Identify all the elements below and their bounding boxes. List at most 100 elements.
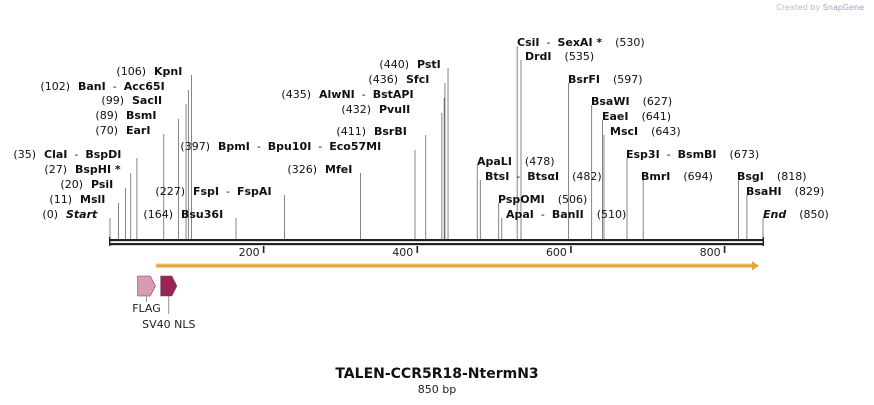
site-enzyme-name: KpnI xyxy=(154,65,182,78)
site-enzyme-name: FspAI xyxy=(237,185,272,198)
site-label: Bsu36I xyxy=(181,208,223,221)
site-enzyme-name: BsmI xyxy=(126,109,157,122)
site-enzyme-name: BtsαI xyxy=(527,170,559,183)
site-bsahi[interactable]: BsaHI (829) xyxy=(746,185,824,198)
site-enzyme-name: EarI xyxy=(126,124,150,137)
site-position: (627) xyxy=(643,95,673,108)
site-label: BsgI xyxy=(737,170,764,183)
site-label: ClaI - BspDI xyxy=(44,148,121,161)
site-label: BsrFI xyxy=(568,73,600,86)
site-position: (641) xyxy=(642,110,672,123)
site-start[interactable]: Start (0) xyxy=(42,208,98,221)
site-enzyme-name: Eco57MI xyxy=(329,140,381,153)
site-position: (530) xyxy=(615,36,645,49)
site-enzyme-name: CsiI xyxy=(517,36,539,49)
sequence-backbone xyxy=(109,237,764,246)
site-bsawi[interactable]: BsaWI (627) xyxy=(591,95,672,108)
site-label: PsiI xyxy=(91,178,113,191)
site-enzyme-name: MslI xyxy=(80,193,105,206)
site-position: (535) xyxy=(565,50,595,63)
site-label: EaeI xyxy=(602,110,629,123)
site-enzyme-name: BsaWI xyxy=(591,95,630,108)
site-enzyme-name: Acc65I xyxy=(124,80,165,93)
site-bsgi[interactable]: BsgI (818) xyxy=(737,170,807,183)
site-position: (164) xyxy=(143,208,173,221)
site-bsphi[interactable]: BspHI * (27) xyxy=(44,163,121,176)
site-label: ApaLI xyxy=(477,155,512,168)
site-enzyme-name: ApaI xyxy=(506,208,534,221)
site-bmri[interactable]: BmrI (694) xyxy=(641,170,713,183)
site-pspomi[interactable]: PspOMI (506) xyxy=(498,193,587,206)
site-enzyme-name: BsrBI xyxy=(374,125,407,138)
credit-prefix: Created by xyxy=(776,3,821,12)
site-label: BpmI - Bpu10I - Eco57MI xyxy=(218,140,381,153)
site-position: (70) xyxy=(95,124,118,137)
site-btsi-bts-i[interactable]: BtsI - BtsαI (482) xyxy=(485,170,602,183)
site-bsrfi[interactable]: BsrFI (597) xyxy=(568,73,643,86)
site-position: (597) xyxy=(613,73,643,86)
site-msci[interactable]: MscI (643) xyxy=(610,125,681,138)
site-enzyme-name: SfcI xyxy=(406,73,429,86)
site-apai-banii[interactable]: ApaI - BanII (510) xyxy=(506,208,626,221)
feature-arrow xyxy=(137,275,156,297)
feature-flag[interactable]: FLAG xyxy=(132,275,161,315)
site-fspi-fspai[interactable]: FspI - FspAI (227) xyxy=(155,185,271,198)
feature-arrow xyxy=(160,275,178,297)
site-apali[interactable]: ApaLI (478) xyxy=(477,155,555,168)
feature-sv40-nls[interactable]: SV40 NLS xyxy=(142,275,195,331)
site-enzyme-name: EaeI xyxy=(602,110,629,123)
site-bsmi[interactable]: BsmI (89) xyxy=(95,109,156,122)
ruler: 200 400 600 800 xyxy=(239,246,726,259)
site-position: (506) xyxy=(558,193,588,206)
site-position: (829) xyxy=(795,185,825,198)
site-enzyme-name: Start xyxy=(66,208,98,221)
site-enzyme-name: BanII xyxy=(552,208,584,221)
orf-arrow[interactable] xyxy=(155,261,759,271)
site-position: (694) xyxy=(683,170,713,183)
site-end[interactable]: End (850) xyxy=(763,208,829,221)
site-pvuii[interactable]: PvuII (432) xyxy=(341,103,410,116)
site-position: (0) xyxy=(42,208,58,221)
site-enzyme-name: BsgI xyxy=(737,170,764,183)
site-position: (643) xyxy=(651,125,681,138)
site-msli[interactable]: MslI (11) xyxy=(49,193,105,206)
site-enzyme-name: BsrFI xyxy=(568,73,600,86)
site-enzyme-name: PstI xyxy=(417,58,441,71)
site-position: (850) xyxy=(799,208,829,221)
site-position: (27) xyxy=(44,163,67,176)
site-eari[interactable]: EarI (70) xyxy=(95,124,150,137)
site-position: (89) xyxy=(95,109,118,122)
site-bsu36i[interactable]: Bsu36I (164) xyxy=(143,208,223,221)
site-label: BspHI * xyxy=(75,163,121,176)
site-alwni-bstapi[interactable]: AlwNI - BstAPI (435) xyxy=(281,88,413,101)
site-drdi[interactable]: DrdI (535) xyxy=(525,50,594,63)
snapgene-credit: Created by SnapGene xyxy=(776,3,864,12)
ruler-tick xyxy=(723,246,726,253)
site-separator: - xyxy=(311,140,329,153)
site-mfei[interactable]: MfeI (326) xyxy=(287,163,352,176)
ruler-tick-label: 200 xyxy=(239,246,260,259)
site-eaei[interactable]: EaeI (641) xyxy=(602,110,671,123)
site-bani-acc65i[interactable]: BanI - Acc65I (102) xyxy=(40,80,164,93)
site-kpni[interactable]: KpnI (106) xyxy=(116,65,182,78)
site-enzyme-name: BspDI xyxy=(85,148,121,161)
ruler-tick-label: 400 xyxy=(392,246,413,259)
site-psti[interactable]: PstI (440) xyxy=(379,58,440,71)
site-bpmi-bpu10i-eco57mi[interactable]: BpmI - Bpu10I - Eco57MI (397) xyxy=(180,140,381,153)
site-esp3i-bsmbi[interactable]: Esp3I - BsmBI (673) xyxy=(626,148,759,161)
site-label: End xyxy=(763,208,786,221)
site-psii[interactable]: PsiI (20) xyxy=(60,178,113,191)
site-enzyme-name: End xyxy=(763,208,786,221)
site-label: KpnI xyxy=(154,65,182,78)
site-enzyme-name: BanI xyxy=(78,80,106,93)
site-enzyme-name: BtsI xyxy=(485,170,509,183)
restriction-site-labels: Start (0) MslI (11) PsiI (20) BspHI * (27) ClaI … xyxy=(13,36,828,221)
site-sacii[interactable]: SacII (99) xyxy=(101,94,162,107)
ruler-tick xyxy=(262,246,265,253)
site-csii-sexai[interactable]: CsiI - SexAI * (530) xyxy=(517,36,645,49)
site-sfci[interactable]: SfcI (436) xyxy=(368,73,429,86)
site-bsrbi[interactable]: BsrBI (411) xyxy=(336,125,406,138)
site-label: PstI xyxy=(417,58,441,71)
site-clai-bspdi[interactable]: ClaI - BspDI (35) xyxy=(13,148,121,161)
